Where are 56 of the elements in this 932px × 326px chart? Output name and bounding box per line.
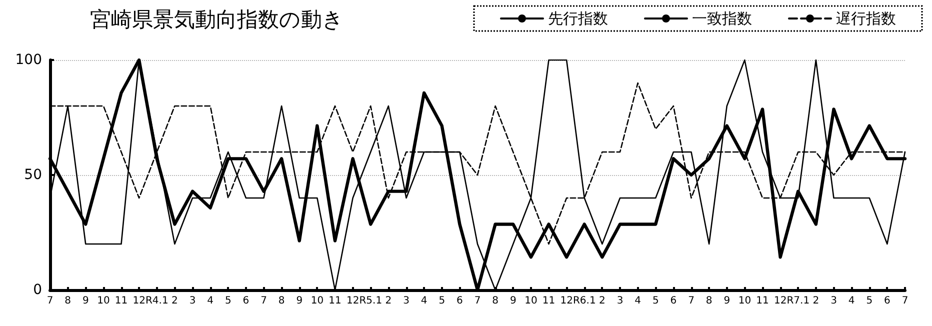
- x-tick-label: 8: [278, 296, 285, 306]
- x-tick-label: 6: [670, 296, 677, 306]
- x-tick-label: 4: [848, 296, 855, 306]
- legend-label: 遅行指数: [836, 10, 896, 28]
- x-tick-label: 11: [542, 296, 556, 306]
- x-tick-label: 9: [724, 296, 730, 306]
- x-tick-label: 4: [420, 296, 428, 306]
- x-tick-label: 8: [492, 296, 498, 306]
- x-tick-label: 2: [599, 296, 606, 306]
- x-tick-label: 11: [114, 296, 128, 306]
- x-tick-label: 10: [738, 296, 752, 306]
- x-tick-label: 7: [474, 296, 481, 306]
- legend-label: 先行指数: [548, 10, 608, 28]
- x-tick-label: 10: [97, 296, 110, 306]
- x-tick-label: R6.1: [572, 296, 596, 306]
- x-tick-label: 4: [207, 296, 214, 306]
- x-tick-label: 7: [46, 296, 54, 306]
- x-tick-label: R4.1: [145, 296, 168, 306]
- x-tick-label: 12: [132, 296, 146, 306]
- x-tick-label: 5: [224, 296, 232, 306]
- x-tick-label: 8: [64, 296, 71, 306]
- x-tick-label: 5: [652, 296, 659, 306]
- x-tick-label: 3: [403, 296, 410, 306]
- x-tick-label: 2: [812, 296, 820, 306]
- x-tick-label: 9: [82, 296, 89, 306]
- x-tick-label: 3: [616, 296, 624, 306]
- y-tick-label: 50: [24, 167, 42, 183]
- x-tick-label: 2: [385, 296, 392, 306]
- legend-label: 一致指数: [692, 10, 752, 28]
- x-tick-label: 12: [774, 296, 787, 306]
- x-tick-label: 5: [866, 296, 873, 306]
- x-tick-label: 3: [830, 296, 837, 306]
- x-tick-label: 6: [884, 296, 890, 306]
- y-tick-label: 0: [33, 282, 42, 298]
- x-tick-label: 12: [560, 296, 573, 306]
- x-tick-label: 2: [172, 296, 178, 306]
- chart-title: 宮崎県景気動向指数の動き: [90, 8, 344, 32]
- x-tick-label: 12: [346, 296, 360, 306]
- x-tick-label: 11: [328, 296, 342, 306]
- x-tick-label: 11: [756, 296, 769, 306]
- x-tick-label: 8: [706, 296, 712, 306]
- x-tick-label: 7: [260, 296, 267, 306]
- x-tick-label: 9: [296, 296, 303, 306]
- x-tick-label: 6: [456, 296, 463, 306]
- x-tick-label: 10: [310, 296, 324, 306]
- x-tick-label: 5: [438, 296, 446, 306]
- x-tick-label: R7.1: [786, 296, 810, 306]
- x-tick-label: 9: [510, 296, 516, 306]
- x-tick-label: 4: [634, 296, 641, 306]
- x-tick-label: 7: [688, 296, 694, 306]
- x-tick-label: 10: [524, 296, 538, 306]
- x-tick-label: 7: [902, 296, 908, 306]
- x-tick-label: R5.1: [359, 296, 382, 306]
- y-tick-label: 100: [15, 52, 42, 68]
- x-tick-label: 6: [242, 296, 250, 306]
- x-tick-label: 3: [189, 296, 196, 306]
